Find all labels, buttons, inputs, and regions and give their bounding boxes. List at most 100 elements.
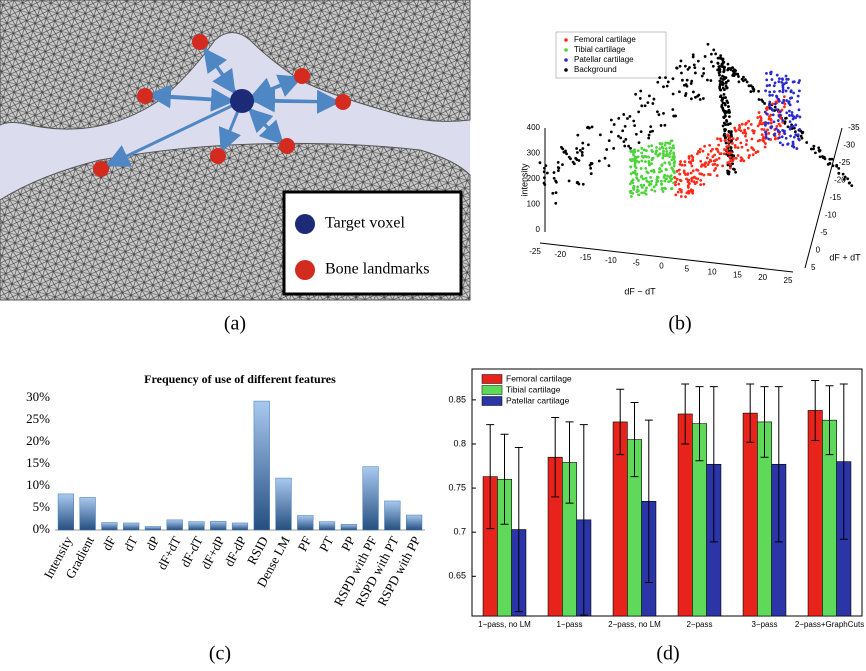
scatter-point: [783, 95, 786, 98]
target-voxel: [230, 89, 254, 113]
scatter-point: [726, 69, 729, 72]
scatter-point: [758, 123, 761, 126]
scatter-point: [644, 177, 647, 180]
scatter-point: [850, 184, 853, 187]
scatter-point: [632, 178, 635, 181]
scatter-point: [632, 120, 635, 123]
scatter-point: [671, 139, 674, 142]
scatter-point: [778, 77, 781, 80]
scatter-point: [728, 109, 731, 112]
scatter-point: [676, 178, 679, 181]
scatter-point: [678, 90, 681, 93]
scatter-point: [658, 113, 661, 116]
bar: [363, 467, 379, 530]
scatter-point: [693, 180, 696, 183]
scatter-point: [672, 151, 675, 154]
scatter-point: [693, 63, 696, 66]
scatter-point: [582, 183, 585, 186]
scatter-point: [630, 195, 633, 198]
scatter-point: [650, 180, 653, 183]
scatter-point: [576, 134, 579, 137]
scatter-point: [779, 114, 782, 117]
scatter-point: [637, 111, 640, 114]
scatter-point: [722, 116, 725, 119]
scatter-point: [794, 133, 797, 136]
bar: [385, 501, 401, 530]
scatter-point: [581, 151, 584, 154]
scatter-point: [692, 169, 695, 172]
scatter-point: [716, 62, 719, 65]
scatter-point: [640, 160, 643, 163]
scatter-point: [644, 167, 647, 170]
scatter-point: [764, 111, 767, 114]
scatter-point: [787, 87, 790, 90]
scatter-point: [798, 108, 801, 111]
scatter-point: [787, 125, 790, 128]
scatter-point: [587, 143, 590, 146]
scatter-point: [766, 113, 769, 116]
scatter-point: [719, 138, 722, 141]
scatter-point: [684, 160, 687, 163]
scatter-point: [775, 125, 778, 128]
scatter-point: [661, 163, 664, 166]
scatter-point: [747, 120, 750, 123]
scatter-point: [785, 137, 788, 140]
x-tick-label: 2−pass, no LM: [608, 620, 661, 629]
scatter-point: [799, 116, 802, 119]
scatter-point: [753, 130, 756, 133]
scatter-point: [638, 141, 641, 144]
scatter-point: [779, 110, 782, 113]
panel-label: (c): [209, 643, 231, 665]
scatter-point: [635, 133, 638, 136]
scatter-point: [719, 54, 722, 57]
scatter-point: [785, 99, 788, 102]
x-tick-label: 3−pass: [751, 620, 777, 629]
scatter-point: [670, 159, 673, 162]
scatter-point: [774, 138, 777, 141]
scatter-point: [781, 135, 784, 138]
scatter-point: [747, 156, 750, 159]
scatter-point: [741, 123, 744, 126]
scatter-point: [680, 60, 683, 63]
chart: Frequency of use of different features0%…: [26, 372, 425, 609]
scatter-point: [646, 101, 649, 104]
scatter-point: [749, 90, 752, 93]
scatter-point: [794, 130, 797, 133]
scatter-point: [608, 164, 611, 167]
scatter-point: [664, 144, 667, 147]
scatter-point: [629, 165, 632, 168]
scatter-point: [709, 173, 712, 176]
y-tick-label: 5%: [33, 499, 51, 514]
scatter-point: [568, 179, 571, 182]
scatter-point: [679, 160, 682, 163]
scatter-point: [561, 163, 564, 166]
scatter-point: [703, 145, 706, 148]
scatter-point: [712, 48, 715, 51]
scatter-point: [702, 67, 705, 70]
tick-label: 20: [758, 273, 767, 282]
scatter-point: [765, 78, 768, 81]
scatter-point: [764, 89, 767, 92]
bar: [123, 523, 139, 530]
scatter-point: [758, 98, 761, 101]
scatter-point: [742, 131, 745, 134]
y-tick-label: 0.7: [453, 527, 466, 537]
scatter-point: [727, 141, 730, 144]
scatter-point: [729, 159, 732, 162]
scatter-point: [674, 181, 677, 184]
scatter-point: [701, 75, 704, 78]
scatter-point: [726, 151, 729, 154]
scatter-point: [798, 139, 801, 142]
scatter-point: [704, 161, 707, 164]
scatter-point: [642, 184, 645, 187]
scatter-point: [634, 165, 637, 168]
scatter-point: [725, 82, 728, 85]
chart-title: Frequency of use of different features: [144, 372, 336, 386]
scatter-point: [684, 195, 687, 198]
scatter-point: [731, 162, 734, 165]
scatter-point: [764, 131, 767, 134]
scatter-point: [692, 159, 695, 162]
scatter-point: [709, 79, 712, 82]
bar: [341, 524, 357, 530]
